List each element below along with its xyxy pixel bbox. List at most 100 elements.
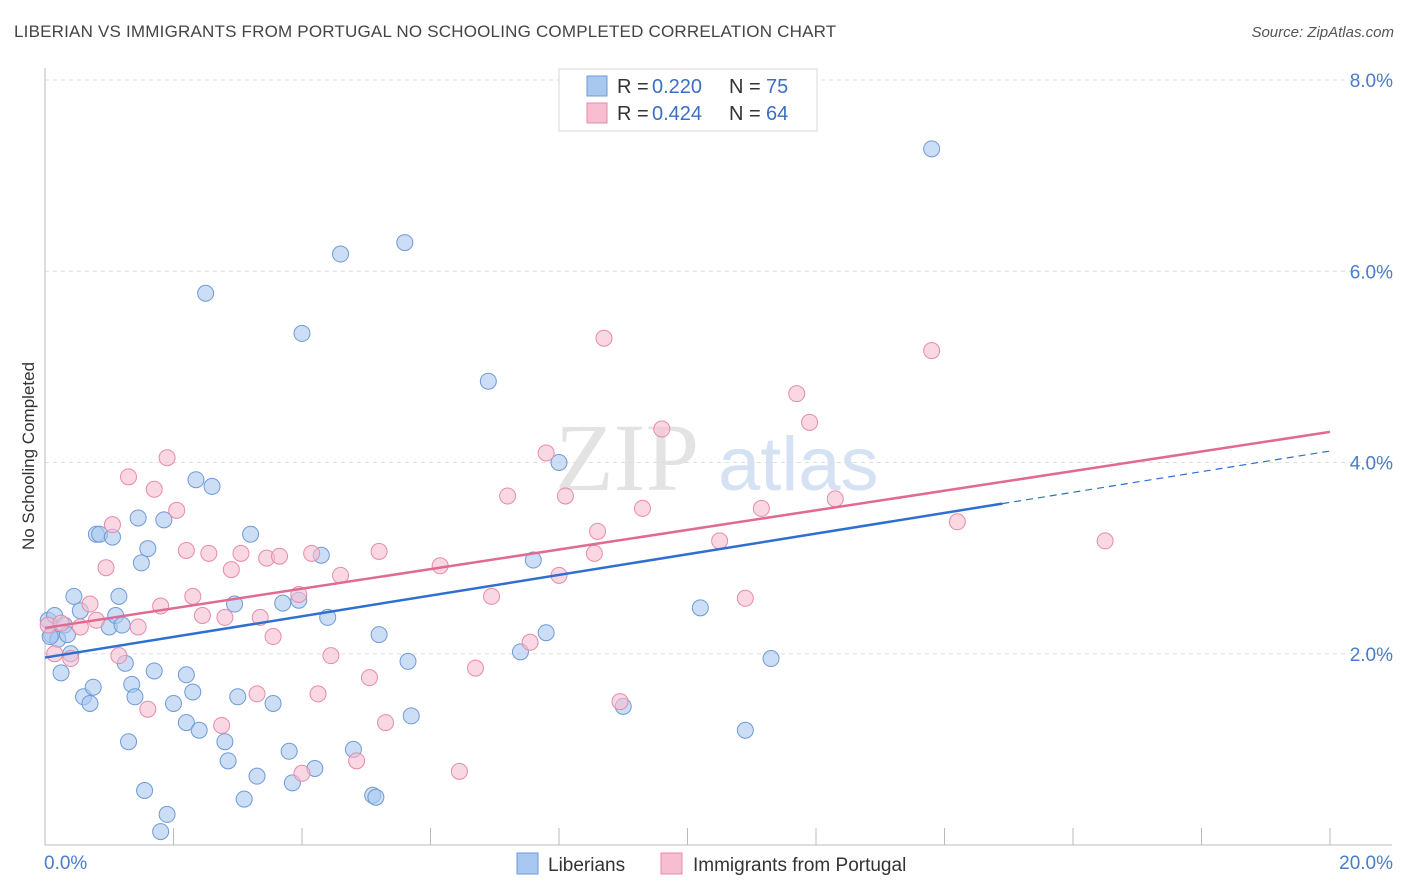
point-liberians-40 — [216, 733, 234, 751]
point-portugal-31 — [293, 764, 311, 782]
point-portugal-5 — [81, 595, 99, 613]
point-portugal-41 — [450, 762, 468, 780]
legend-swatch-portugal — [586, 102, 608, 124]
point-liberians-52 — [293, 324, 311, 342]
point-portugal-19 — [193, 607, 211, 624]
legend-n-value-1: 75 — [766, 76, 788, 98]
point-portugal-62 — [948, 513, 966, 531]
legend-r-label-1: R = — [617, 76, 649, 98]
point-liberians-21 — [120, 733, 138, 751]
point-portugal-60 — [826, 490, 844, 508]
bottom-legend: Liberians Immigrants from Portugal — [516, 852, 906, 876]
point-portugal-59 — [801, 413, 819, 431]
point-liberians-66 — [524, 551, 542, 569]
y-axis-title: No Schooling Completed — [19, 362, 38, 550]
point-liberians-73 — [923, 140, 941, 158]
point-liberians-46 — [248, 767, 266, 785]
trend-lines — [44, 430, 1331, 659]
point-liberians-70 — [691, 599, 709, 617]
point-liberians-33 — [177, 666, 195, 684]
trend-extension-liberians — [1002, 450, 1331, 505]
legend-n-label-1: N = — [729, 76, 761, 98]
point-liberians-30 — [155, 511, 173, 529]
point-liberians-64 — [479, 372, 497, 390]
point-portugal-1 — [46, 645, 64, 663]
point-liberians-36 — [187, 471, 205, 489]
point-liberians-11 — [81, 694, 99, 712]
chart-title: LIBERIAN VS IMMIGRANTS FROM PORTUGAL NO … — [14, 22, 837, 41]
point-liberians-67 — [537, 624, 555, 642]
point-portugal-2 — [52, 614, 70, 632]
point-portugal-29 — [271, 547, 289, 565]
point-portugal-28 — [264, 628, 282, 646]
y-tick-label-0: 2.0% — [1350, 645, 1393, 666]
point-liberians-32 — [165, 694, 182, 712]
point-liberians-63 — [402, 707, 420, 725]
point-portugal-55 — [711, 532, 729, 550]
point-liberians-8 — [65, 587, 83, 605]
point-liberians-27 — [139, 540, 157, 558]
y-tick-label-2: 6.0% — [1350, 262, 1393, 283]
point-portugal-51 — [595, 329, 613, 347]
point-portugal-25 — [248, 685, 266, 703]
point-liberians-4 — [52, 664, 70, 682]
point-liberians-23 — [126, 688, 144, 706]
point-portugal-57 — [752, 499, 770, 517]
point-portugal-23 — [222, 561, 240, 579]
source-label: Source: ZipAtlas.com — [1251, 24, 1394, 41]
tick-labels: 2.0% 4.0% 6.0% 8.0% 0.0% 20.0% — [44, 71, 1393, 874]
point-portugal-13 — [145, 480, 163, 498]
point-liberians-35 — [184, 683, 202, 701]
bottom-legend-portugal: Immigrants from Portugal — [693, 855, 906, 876]
point-portugal-37 — [360, 669, 378, 687]
point-liberians-68 — [550, 454, 568, 471]
grid-lines — [45, 79, 1392, 655]
point-liberians-43 — [229, 688, 247, 706]
point-portugal-63 — [1096, 532, 1114, 550]
point-portugal-32 — [303, 544, 321, 562]
point-liberians-38 — [197, 284, 215, 302]
point-liberians-31 — [158, 805, 176, 823]
point-portugal-11 — [129, 618, 147, 636]
point-portugal-7 — [97, 559, 115, 577]
watermark-zip: ZIP — [555, 404, 699, 511]
legend-r-label-2: R = — [617, 103, 649, 125]
y-tick-label-1: 4.0% — [1350, 454, 1393, 475]
point-liberians-24 — [129, 509, 147, 527]
data-points — [39, 140, 1114, 841]
point-portugal-12 — [139, 700, 157, 718]
legend-n-label-2: N = — [729, 103, 761, 125]
point-liberians-34 — [177, 714, 195, 732]
point-portugal-15 — [158, 449, 176, 467]
legend: R = 0.220 N = 75 R = 0.424 N = 64 — [558, 68, 818, 132]
point-portugal-22 — [216, 608, 234, 626]
x-tick-label-1: 20.0% — [1339, 853, 1393, 874]
point-portugal-44 — [499, 487, 517, 505]
point-liberians-62 — [399, 652, 417, 670]
point-liberians-44 — [235, 790, 253, 808]
point-liberians-47 — [264, 694, 282, 712]
point-liberians-18 — [110, 587, 128, 605]
point-portugal-33 — [309, 685, 327, 703]
point-liberians-39 — [203, 477, 221, 495]
y-tick-label-3: 8.0% — [1350, 71, 1393, 92]
point-liberians-48 — [274, 594, 292, 612]
point-portugal-49 — [585, 544, 603, 562]
point-liberians-56 — [332, 245, 350, 263]
point-liberians-61 — [396, 234, 414, 252]
legend-n-value-2: 64 — [766, 103, 788, 125]
point-portugal-10 — [120, 468, 138, 486]
point-liberians-49 — [280, 742, 298, 760]
point-portugal-24 — [232, 544, 250, 562]
legend-r-value-1: 0.220 — [652, 76, 702, 98]
point-liberians-71 — [736, 721, 754, 739]
point-liberians-72 — [762, 650, 780, 668]
point-liberians-25 — [132, 554, 150, 572]
point-portugal-39 — [377, 714, 395, 732]
point-portugal-21 — [213, 716, 231, 734]
point-portugal-20 — [200, 544, 218, 562]
point-portugal-34 — [322, 647, 340, 665]
watermark-atlas: atlas — [718, 422, 879, 507]
bottom-legend-swatch-liberians — [516, 852, 539, 875]
